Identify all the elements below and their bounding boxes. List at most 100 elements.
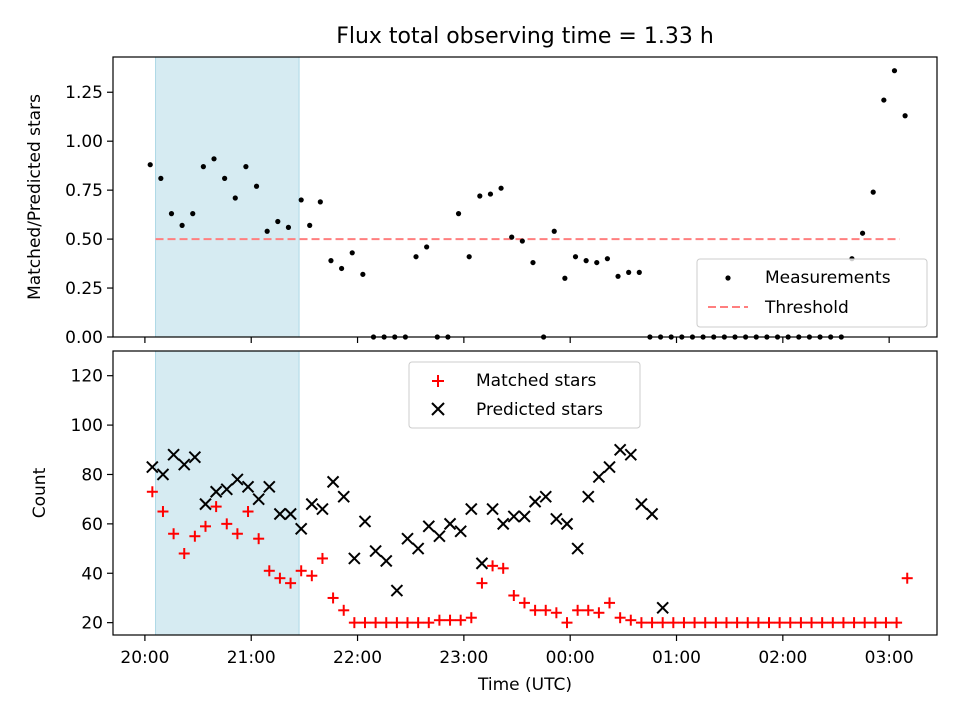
matched-point xyxy=(476,577,488,589)
x-axis-label: Time (UTC) xyxy=(477,675,572,695)
ratio-y-tick-label: 0.25 xyxy=(65,279,103,299)
count-y-tick-label: 100 xyxy=(71,416,103,436)
matched-point xyxy=(327,592,339,604)
matched-point xyxy=(253,533,265,545)
ratio-y-tick-label: 0.00 xyxy=(65,328,103,348)
measurement-point xyxy=(243,164,249,170)
measurement-point xyxy=(424,244,430,250)
matched-point xyxy=(880,617,892,629)
matched-point xyxy=(487,560,499,572)
predicted-point xyxy=(635,497,648,511)
measurement-point xyxy=(466,254,472,260)
predicted-point xyxy=(603,460,616,474)
predicted-point xyxy=(443,517,457,531)
measurement-point xyxy=(147,162,153,168)
count-y-label: Count xyxy=(30,467,50,518)
matched-point xyxy=(338,604,350,616)
predicted-point xyxy=(422,520,435,533)
measurement-point xyxy=(222,175,228,181)
predicted-point xyxy=(358,515,372,528)
predicted-point xyxy=(592,470,606,484)
measurement-point xyxy=(626,269,632,275)
predicted-point xyxy=(560,517,574,531)
ratio-y-axis: 0.00 0.25 0.50 0.75 1.00 1.25 xyxy=(65,83,113,348)
matched-point xyxy=(625,614,637,626)
measurement-point xyxy=(870,189,876,195)
measurement-point xyxy=(349,250,355,256)
legend-matched-marker xyxy=(432,375,444,387)
matched-point xyxy=(720,617,732,629)
matched-point xyxy=(604,597,616,609)
predicted-point xyxy=(369,544,382,558)
ratio-y-tick-label: 0.50 xyxy=(65,230,103,250)
predicted-point xyxy=(518,510,531,523)
measurement-point xyxy=(360,271,366,277)
measurement-point xyxy=(498,185,504,191)
ratio-y-tick-label: 0.75 xyxy=(65,181,103,201)
measurement-point xyxy=(190,211,196,217)
measurement-point xyxy=(594,259,600,266)
ratio-shaded-interval xyxy=(155,56,300,338)
predicted-point xyxy=(401,532,414,545)
measurement-point xyxy=(455,211,462,217)
predicted-point xyxy=(613,443,627,456)
matched-point xyxy=(827,617,839,629)
predicted-point xyxy=(146,460,159,474)
predicted-point xyxy=(433,530,446,543)
predicted-point xyxy=(571,542,584,555)
measurement-point xyxy=(200,164,206,170)
count-x-tick-label: 02:00 xyxy=(758,648,807,668)
predicted-point xyxy=(496,517,510,531)
matched-point xyxy=(465,612,477,624)
predicted-point xyxy=(528,495,542,508)
matched-point xyxy=(572,604,584,616)
count-legend: Matched stars Predicted stars xyxy=(408,361,641,429)
measurement-point xyxy=(881,97,887,103)
predicted-point xyxy=(411,542,425,555)
measurement-point xyxy=(275,218,281,225)
count-x-tick-label: 22:00 xyxy=(333,648,382,668)
predicted-point xyxy=(348,552,361,565)
predicted-point xyxy=(188,450,202,464)
count-panel: 20 40 60 80 100 120 20:00 21:00 22:00 23:00 00:00… xyxy=(30,350,938,695)
legend-measurements-label: Measurements xyxy=(765,268,891,288)
predicted-point xyxy=(337,490,350,503)
matched-point xyxy=(423,617,435,629)
matched-point xyxy=(763,617,775,629)
measurement-point xyxy=(328,258,334,264)
predicted-point xyxy=(252,492,265,506)
predicted-points xyxy=(146,443,669,615)
matched-point xyxy=(678,617,690,629)
matched-point xyxy=(402,617,414,629)
matched-point xyxy=(614,612,626,624)
predicted-point xyxy=(305,497,319,511)
matched-point xyxy=(200,520,212,532)
matched-point xyxy=(285,577,297,589)
measurement-point xyxy=(891,68,898,74)
matched-point xyxy=(146,486,158,498)
measurement-point xyxy=(615,273,621,279)
measurement-point xyxy=(338,265,345,272)
matched-point xyxy=(593,607,605,619)
predicted-point xyxy=(624,448,637,461)
measurement-point xyxy=(232,195,238,201)
measurement-point xyxy=(158,175,164,181)
matched-point xyxy=(859,617,871,629)
legend-predicted-label: Predicted stars xyxy=(476,400,603,420)
matched-point xyxy=(657,617,669,629)
predicted-point xyxy=(486,502,499,516)
matched-point xyxy=(221,518,233,530)
matched-point xyxy=(901,572,913,584)
matched-point xyxy=(157,506,169,518)
matched-point xyxy=(699,617,711,629)
measurement-point xyxy=(285,224,292,230)
matched-point xyxy=(210,501,222,513)
chart-title: Flux total observing time = 1.33 h xyxy=(336,24,714,49)
legend-measurement-marker xyxy=(725,275,731,281)
matched-point xyxy=(561,617,573,629)
count-legend-box xyxy=(408,361,641,429)
measurement-point xyxy=(307,222,313,228)
ratio-y-label: Matched/Predicted stars xyxy=(25,94,45,300)
